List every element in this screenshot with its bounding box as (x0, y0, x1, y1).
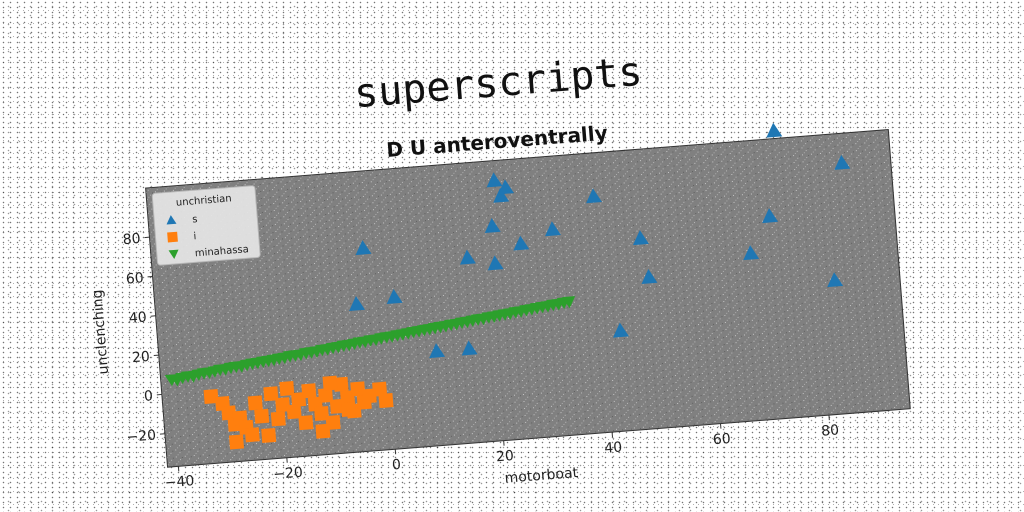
data-point (498, 179, 515, 195)
data-point (247, 395, 263, 411)
data-point (228, 434, 245, 450)
data-point (429, 343, 446, 359)
data-point (372, 381, 388, 397)
data-point (349, 295, 366, 311)
x-tick-label: 60 (712, 431, 731, 448)
data-point (827, 272, 844, 288)
x-axis: −40 −20 0 20 40 60 80 (164, 415, 840, 491)
y-tick-label: 0 (143, 388, 153, 405)
data-point (459, 249, 476, 265)
data-point (766, 122, 783, 138)
x-tick-label: −40 (164, 473, 195, 491)
data-point (314, 405, 330, 422)
data-point (350, 381, 366, 397)
legend-label: i (193, 231, 197, 242)
legend: unchristian si minahassa (151, 185, 261, 266)
series-layer (164, 122, 851, 450)
data-point (254, 408, 270, 424)
legend-box (151, 185, 261, 266)
data-point (486, 172, 503, 188)
data-point (487, 255, 504, 271)
y-tick-label: 80 (122, 231, 141, 248)
x-tick-label: −20 (273, 465, 304, 483)
data-point (513, 235, 530, 251)
data-point (275, 397, 291, 413)
legend-label: s (192, 214, 198, 225)
chart-title: superscripts (352, 49, 644, 118)
data-point (545, 221, 561, 237)
x-tick-label: 0 (391, 457, 401, 474)
legend-marker (168, 249, 179, 260)
data-point (221, 405, 237, 421)
data-point (562, 296, 576, 309)
data-point (301, 383, 317, 399)
data-point (315, 423, 331, 439)
series-i (203, 375, 394, 450)
legend-marker (166, 215, 177, 225)
y-tick-label: 40 (128, 310, 147, 327)
data-point (586, 188, 603, 204)
data-point (762, 208, 779, 224)
data-point (484, 218, 501, 234)
data-point (641, 269, 658, 284)
y-axis-label: unclenching (89, 289, 112, 375)
data-point (355, 240, 372, 256)
y-tick-label: 20 (131, 349, 150, 366)
legend-title: unchristian (176, 193, 232, 208)
data-point (834, 154, 851, 170)
data-point (263, 386, 279, 402)
data-point (261, 427, 277, 444)
y-axis: −20 0 20 40 60 80 (122, 231, 165, 446)
y-tick-label: 60 (125, 270, 144, 287)
data-point (322, 375, 338, 391)
chart-root: D U anteroventrally −40 −20 0 20 40 60 80 −200… (89, 121, 911, 491)
data-point (632, 230, 649, 246)
legend-marker (167, 231, 178, 243)
legend-label: minahassa (194, 244, 249, 259)
x-tick-label: 40 (604, 439, 623, 456)
series-minahassa (164, 296, 576, 387)
y-tick-label: −20 (126, 427, 157, 445)
data-point (244, 427, 260, 443)
data-point (279, 381, 295, 397)
data-point (203, 388, 219, 405)
data-point (270, 411, 286, 427)
x-axis-label: motorboat (504, 465, 579, 487)
x-tick-label: 20 (495, 448, 514, 465)
data-point (378, 393, 394, 409)
data-point (612, 322, 629, 338)
data-point (743, 245, 760, 261)
plot-frame (145, 129, 911, 468)
data-point (340, 401, 357, 417)
x-tick-label: 80 (821, 422, 840, 439)
data-point (286, 404, 302, 420)
data-point (318, 387, 334, 403)
data-point (493, 187, 510, 203)
data-point (386, 289, 403, 305)
series-s (349, 122, 851, 359)
data-point (298, 415, 314, 431)
data-point (461, 340, 478, 356)
